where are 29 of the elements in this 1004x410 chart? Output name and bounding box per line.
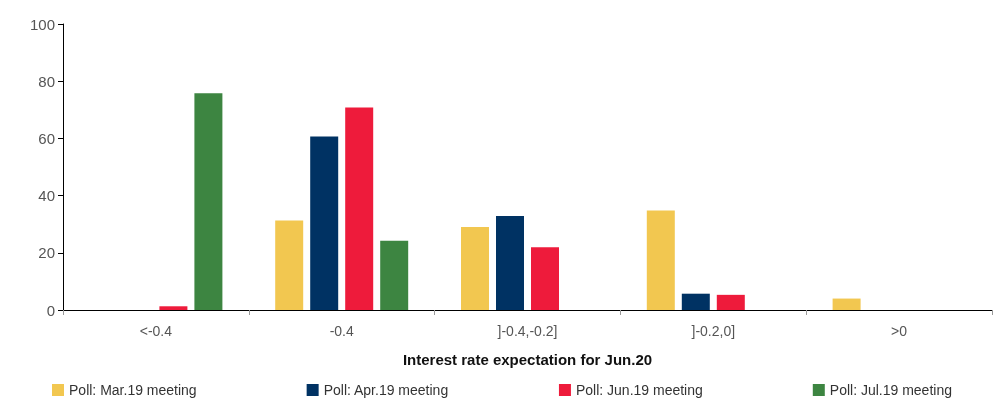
y-tick-label: 40 — [38, 187, 55, 205]
x-tick-label: ]-0.4,-0.2] — [497, 323, 558, 339]
bar — [681, 293, 710, 310]
bar — [716, 294, 745, 310]
y-tick-label: 80 — [38, 72, 55, 90]
bar — [159, 306, 188, 310]
bar — [496, 215, 524, 310]
x-tick-label: ]-0.2,0] — [691, 323, 736, 339]
y-tick-label: 60 — [38, 129, 55, 147]
bar — [461, 227, 489, 310]
y-tick-label: 20 — [38, 244, 55, 262]
bar — [310, 136, 339, 310]
x-tick-label: -0.4 — [329, 323, 354, 339]
bar — [345, 107, 374, 310]
bar — [531, 247, 559, 310]
x-axis-title: Interest rate expectation for Jun.20 — [402, 351, 653, 368]
bar — [832, 298, 861, 310]
legend-label: Poll: Mar.19 meeting — [69, 382, 197, 398]
legend-label: Poll: Apr.19 meeting — [323, 382, 449, 398]
bar — [194, 93, 223, 310]
bar — [275, 220, 304, 310]
y-tick-label: 0 — [46, 301, 55, 319]
y-tick-label: 100 — [29, 15, 55, 33]
x-tick-label: <-0.4 — [139, 323, 173, 339]
bar — [380, 240, 409, 310]
legend-label: Poll: Jul.19 meeting — [829, 382, 952, 398]
legend-label: Poll: Jun.19 meeting — [575, 382, 703, 398]
bar — [646, 210, 675, 310]
x-tick-label: >0 — [891, 323, 908, 339]
